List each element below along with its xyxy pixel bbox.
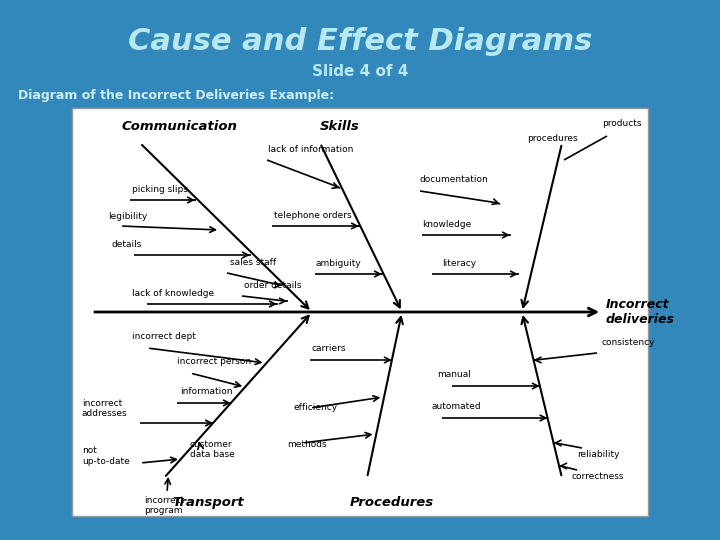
Text: incorrect
program: incorrect program xyxy=(144,496,184,515)
Text: Communication: Communication xyxy=(122,120,238,133)
Text: sales staff: sales staff xyxy=(230,258,276,267)
Text: Procedures: Procedures xyxy=(350,496,434,509)
Text: Slide 4 of 4: Slide 4 of 4 xyxy=(312,64,408,79)
Text: Incorrect
deliveries: Incorrect deliveries xyxy=(606,298,675,326)
Text: consistency: consistency xyxy=(602,338,655,347)
Text: information: information xyxy=(180,387,233,396)
Bar xyxy=(72,108,648,516)
Text: customer
data base: customer data base xyxy=(190,440,235,460)
Text: telephone orders: telephone orders xyxy=(274,211,351,220)
Text: Cause and Effect Diagrams: Cause and Effect Diagrams xyxy=(128,28,592,57)
Text: literacy: literacy xyxy=(442,259,476,268)
Text: picking slips: picking slips xyxy=(132,185,188,194)
Text: Diagram of the Incorrect Deliveries Example:: Diagram of the Incorrect Deliveries Exam… xyxy=(18,89,334,102)
Text: automated: automated xyxy=(432,402,482,411)
Text: reliability: reliability xyxy=(577,450,619,459)
Text: lack of knowledge: lack of knowledge xyxy=(132,289,214,298)
Text: methods: methods xyxy=(287,440,327,449)
Text: legibility: legibility xyxy=(108,212,148,221)
Text: manual: manual xyxy=(437,370,471,379)
Text: procedures: procedures xyxy=(527,134,577,143)
Text: lack of information: lack of information xyxy=(268,145,354,154)
Text: not
up-to-date: not up-to-date xyxy=(82,446,130,465)
Text: knowledge: knowledge xyxy=(422,220,472,229)
Text: Transport: Transport xyxy=(172,496,244,509)
Text: carriers: carriers xyxy=(312,344,346,353)
Text: ambiguity: ambiguity xyxy=(315,259,361,268)
Text: Skills: Skills xyxy=(320,120,360,133)
Text: documentation: documentation xyxy=(420,175,489,184)
Text: order details: order details xyxy=(244,281,302,290)
Text: incorrect person: incorrect person xyxy=(177,357,251,366)
Text: correctness: correctness xyxy=(572,472,624,481)
Text: products: products xyxy=(602,119,642,128)
Text: efficiency: efficiency xyxy=(294,403,338,412)
Text: incorrect dept: incorrect dept xyxy=(132,332,196,341)
Text: incorrect
addresses: incorrect addresses xyxy=(82,399,127,418)
Text: details: details xyxy=(112,240,143,249)
